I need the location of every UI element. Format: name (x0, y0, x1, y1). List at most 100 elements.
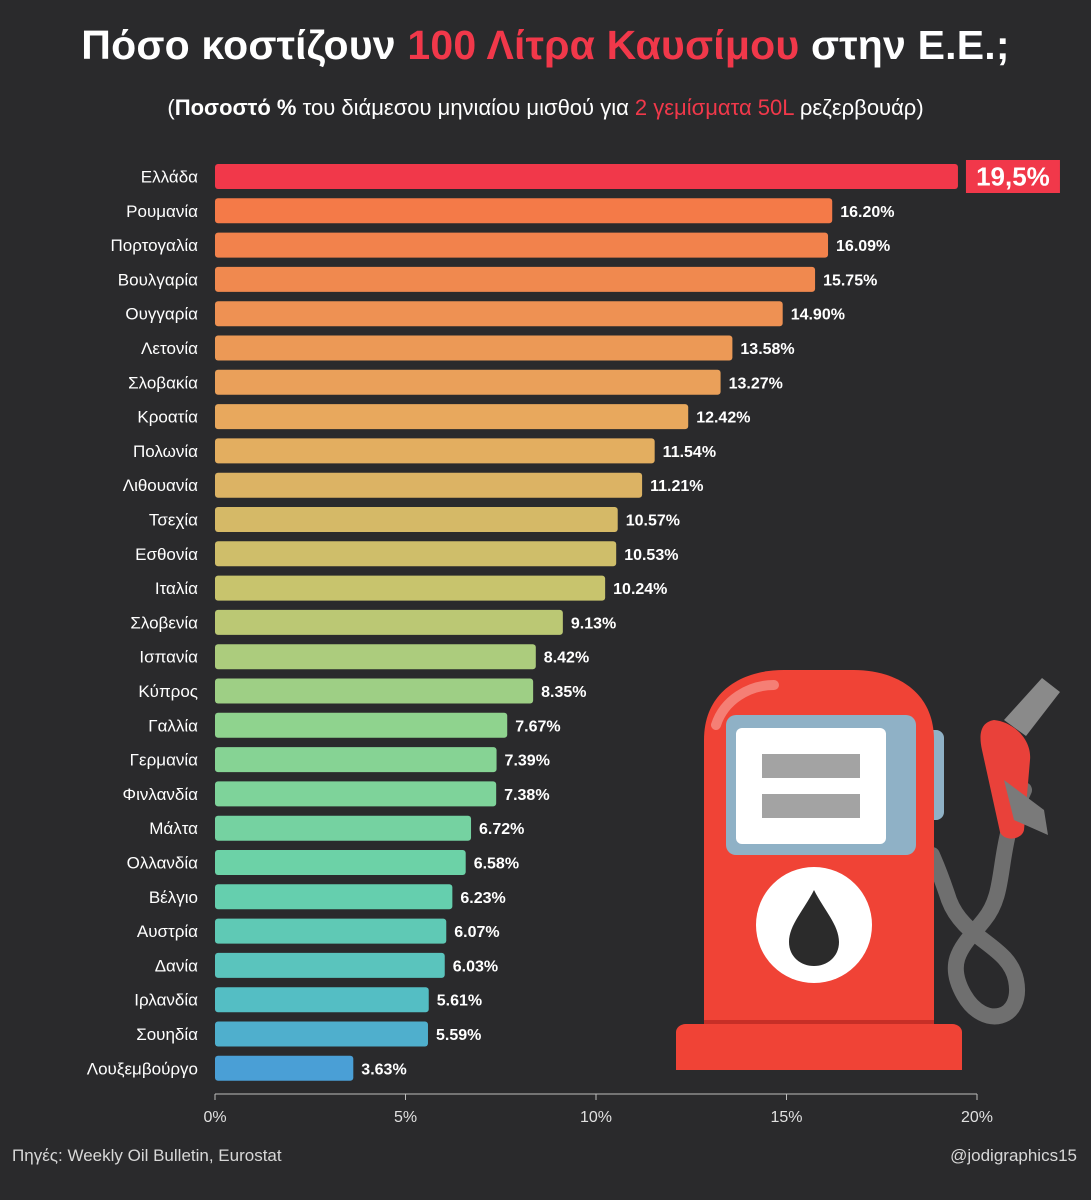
x-tick-label: 20% (961, 1109, 993, 1126)
chart-subtitle: (Ποσοστό % του διάμεσου μηνιαίου μισθού … (0, 95, 1091, 121)
category-label: Σλοβακία (128, 373, 198, 392)
data-label: 8.42% (544, 650, 589, 667)
bar (215, 987, 429, 1013)
x-tick-label: 5% (394, 1109, 417, 1126)
bar (215, 369, 721, 395)
data-label: 10.24% (613, 581, 667, 598)
source-note: Πηγές: Weekly Oil Bulletin, Eurostat (12, 1146, 282, 1165)
category-label: Λιθουανία (123, 476, 198, 495)
category-label: Ιρλανδία (134, 991, 198, 1010)
subtitle-red: 2 γεμίσματα 50L (634, 95, 794, 120)
bar (215, 575, 606, 601)
bar (215, 541, 617, 567)
bar (215, 232, 829, 258)
data-label: 8.35% (541, 684, 586, 701)
category-label: Τσεχία (149, 511, 198, 530)
category-label: Ισπανία (139, 648, 198, 667)
x-tick-label: 15% (770, 1109, 802, 1126)
data-label: 12.42% (696, 410, 750, 427)
bar (215, 884, 453, 910)
category-label: Εσθονία (135, 545, 198, 564)
bar (215, 404, 689, 430)
data-label: 7.39% (505, 753, 550, 770)
data-label: 3.63% (361, 1061, 406, 1078)
category-label: Φινλανδία (123, 785, 199, 804)
category-label: Ολλανδία (127, 854, 199, 873)
bar (215, 335, 733, 361)
category-label: Ουγγαρία (125, 305, 198, 324)
bar (215, 1055, 354, 1081)
data-label: 16.20% (840, 204, 894, 221)
category-label: Βέλγιο (149, 888, 198, 907)
category-label: Πορτογαλία (110, 236, 198, 255)
author-handle: @jodigraphics15 (950, 1146, 1077, 1165)
category-label: Μάλτα (149, 819, 198, 838)
highlight-badge (965, 160, 1060, 193)
category-label: Γερμανία (130, 751, 199, 770)
title-part2: στην Ε.Ε.; (799, 22, 1010, 68)
data-label: 15.75% (823, 272, 877, 289)
data-label: 10.57% (626, 513, 680, 530)
bar (215, 266, 816, 292)
data-label: 13.58% (740, 341, 794, 358)
category-label: Αυστρία (137, 922, 198, 941)
data-label: 7.67% (515, 718, 560, 735)
bar (215, 472, 643, 498)
bar (215, 198, 833, 224)
category-label: Σουηδία (136, 1025, 198, 1044)
category-label: Λουξεμβούργο (87, 1059, 198, 1078)
data-label: 5.59% (436, 1027, 481, 1044)
category-label: Ελλάδα (141, 168, 198, 187)
x-tick-label: 0% (203, 1109, 226, 1126)
data-label: 6.23% (460, 890, 505, 907)
bar (215, 301, 783, 327)
bar (215, 952, 445, 978)
category-label: Ιταλία (155, 579, 198, 598)
bar (215, 712, 508, 738)
data-label: 6.58% (474, 856, 519, 873)
data-label: 6.72% (479, 821, 524, 838)
bar (215, 781, 497, 807)
bar (215, 918, 447, 944)
data-label: 5.61% (437, 993, 482, 1010)
data-label: 14.90% (791, 307, 845, 324)
data-label: 11.21% (650, 478, 703, 495)
category-label: Κύπρος (138, 682, 198, 701)
category-label: Σλοβενία (130, 613, 198, 632)
data-label: 6.03% (453, 958, 498, 975)
bar (215, 850, 466, 875)
bar (215, 747, 497, 773)
data-label: 11.54% (663, 444, 716, 461)
category-label: Λετονία (141, 339, 198, 358)
x-tick-label: 10% (580, 1109, 612, 1126)
bar (215, 678, 534, 704)
subtitle-bold: Ποσοστό % (174, 95, 297, 120)
bar (215, 815, 472, 841)
category-label: Κροατία (137, 408, 198, 427)
data-label: 9.13% (571, 615, 616, 632)
chart-title: Πόσο κοστίζουν 100 Λίτρα Καυσίμου στην Ε… (0, 22, 1091, 69)
category-label: Δανία (155, 956, 198, 975)
bar (215, 164, 958, 189)
title-highlight: 100 Λίτρα Καυσίμου (407, 22, 800, 68)
category-label: Βουλγαρία (118, 270, 198, 289)
bar (215, 438, 655, 464)
category-label: Πολωνία (133, 442, 198, 461)
data-label: 16.09% (836, 238, 890, 255)
bar (215, 507, 618, 532)
category-label: Ρουμανία (126, 202, 198, 221)
data-label: 6.07% (454, 924, 499, 941)
bar (215, 609, 563, 635)
fuel-pump-icon (676, 670, 1060, 1070)
category-label: Γαλλία (148, 716, 198, 735)
bar (215, 1021, 428, 1047)
subtitle-open: ( (167, 95, 175, 120)
subtitle-middle: του διάμεσου μηνιαίου μισθού για (296, 95, 635, 120)
subtitle-end: ρεζερβουάρ) (793, 95, 924, 120)
title-part1: Πόσο κοστίζουν (81, 22, 408, 68)
data-label: 13.27% (729, 375, 783, 392)
data-label: 10.53% (624, 547, 678, 564)
data-label: 19,5% (976, 162, 1050, 192)
data-label: 7.38% (504, 787, 549, 804)
